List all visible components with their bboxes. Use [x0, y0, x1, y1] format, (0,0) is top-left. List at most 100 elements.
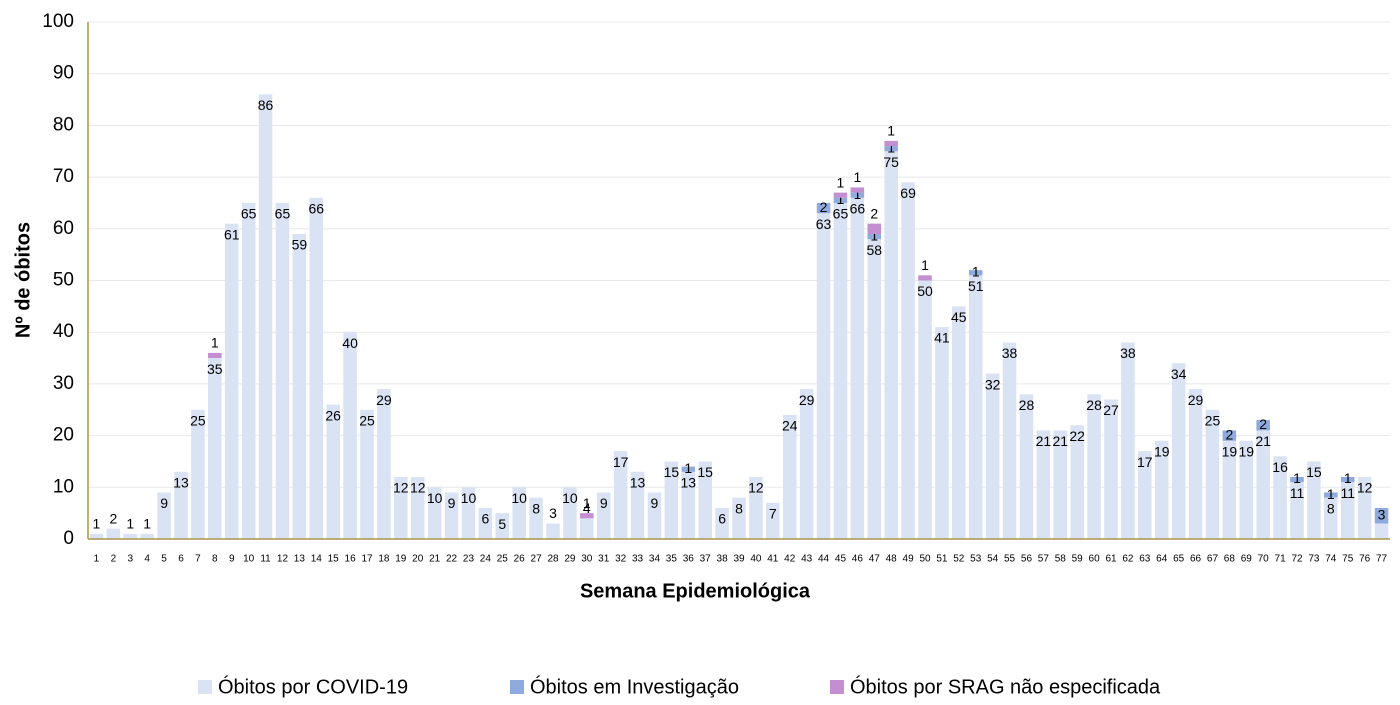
x-tick-label: 47 — [869, 554, 881, 565]
bar-segment — [1324, 492, 1338, 498]
data-label: 21 — [1255, 433, 1271, 449]
bar-segment — [1290, 476, 1304, 483]
bar-segment — [410, 476, 425, 539]
data-label: 12 — [410, 480, 426, 496]
x-tick-label: 6 — [178, 554, 184, 565]
data-label: 28 — [1086, 397, 1102, 413]
bar-segment — [918, 280, 932, 539]
data-label: 1 — [126, 516, 134, 532]
bar-segment — [1087, 394, 1101, 539]
data-label: 19 — [1154, 443, 1170, 459]
data-label: 38 — [1002, 345, 1018, 361]
bar-segment — [850, 187, 865, 193]
x-tick-label: 3 — [127, 554, 133, 565]
x-tick-label: 33 — [632, 554, 644, 565]
data-label: 9 — [600, 495, 608, 511]
data-label: 19 — [1222, 443, 1238, 459]
bar-segment — [833, 192, 848, 198]
data-label: 2 — [1259, 416, 1267, 432]
x-tick-label: 4 — [144, 554, 150, 565]
y-tick-label: 10 — [53, 476, 74, 497]
x-tick-label: 10 — [243, 554, 255, 565]
data-label: 32 — [985, 376, 1001, 392]
data-label: 15 — [664, 464, 680, 480]
bar-segment — [715, 507, 729, 539]
data-label: 58 — [866, 242, 882, 258]
data-label: 10 — [461, 490, 477, 506]
data-label: 86 — [258, 97, 274, 113]
bar-segment — [1357, 476, 1372, 539]
bar-segment — [1104, 399, 1118, 539]
x-tick-label: 68 — [1224, 554, 1236, 565]
data-label: 6 — [718, 511, 726, 527]
data-label: 1 — [583, 495, 591, 511]
data-label: 21 — [1036, 433, 1052, 449]
x-tick-label: 11 — [260, 554, 271, 565]
data-label: 34 — [1171, 366, 1187, 382]
x-tick-label: 60 — [1089, 554, 1101, 565]
data-label: 17 — [613, 454, 629, 470]
data-label: 1 — [93, 516, 101, 532]
bar-segment — [529, 497, 543, 539]
x-tick-label: 17 — [361, 554, 373, 565]
data-label: 12 — [1357, 480, 1373, 496]
bar-segment — [647, 492, 662, 539]
data-label: 25 — [359, 412, 375, 428]
bar-segment — [1307, 461, 1321, 539]
x-tick-label: 31 — [598, 554, 610, 565]
data-label: 1 — [921, 257, 929, 273]
data-label: 9 — [651, 495, 659, 511]
y-tick-label: 90 — [53, 63, 74, 84]
bar-segment — [208, 352, 222, 359]
bar-segment — [799, 389, 814, 539]
bar-segment — [258, 94, 273, 539]
bar-segment — [326, 404, 340, 539]
data-label: 13 — [630, 474, 646, 490]
x-tick-label: 56 — [1021, 554, 1033, 565]
bar-segment — [1188, 389, 1203, 539]
x-tick-label: 76 — [1359, 554, 1371, 565]
x-tick-label: 58 — [1055, 554, 1067, 565]
x-tick-label: 63 — [1139, 554, 1151, 565]
x-tick-label: 45 — [835, 554, 847, 565]
bar-segment — [816, 202, 831, 214]
legend-label: Óbitos por SRAG não especificada — [850, 675, 1161, 698]
x-tick-label: 23 — [463, 554, 475, 565]
x-tick-label: 25 — [497, 554, 509, 565]
x-tick-label: 72 — [1291, 554, 1303, 565]
data-label: 13 — [680, 474, 696, 490]
bar-segment — [1070, 425, 1084, 539]
y-tick-label: 80 — [53, 114, 74, 135]
x-tick-label: 12 — [277, 554, 289, 565]
bar-segment — [630, 471, 645, 539]
data-label: 24 — [782, 418, 798, 434]
x-tick-label: 35 — [666, 554, 678, 565]
data-label: 8 — [532, 500, 540, 516]
bar-segment — [732, 497, 746, 539]
bar-segment — [968, 275, 983, 539]
x-tick-label: 55 — [1004, 554, 1016, 565]
data-label: 65 — [241, 206, 257, 222]
bar-segment — [681, 466, 696, 472]
x-tick-label: 16 — [345, 554, 357, 565]
bar-segment — [1121, 342, 1135, 539]
data-label: 28 — [1019, 397, 1035, 413]
data-label: 4 — [583, 500, 591, 516]
bar-segment — [1222, 430, 1237, 441]
data-label: 10 — [427, 490, 443, 506]
data-label: 2 — [1225, 426, 1233, 442]
bar-segment — [681, 471, 696, 539]
bar-segment — [867, 233, 882, 240]
x-tick-label: 74 — [1325, 554, 1337, 565]
x-tick-label: 52 — [953, 554, 965, 565]
bar-segment — [816, 213, 831, 540]
bar-segment — [89, 533, 104, 539]
x-tick-label: 51 — [936, 554, 948, 565]
bar-segment — [867, 223, 882, 234]
x-tick-label: 8 — [212, 554, 218, 565]
bar-segment — [292, 233, 307, 539]
x-tick-label: 49 — [903, 554, 915, 565]
bar-segment — [833, 202, 848, 539]
bar-segment — [1138, 451, 1152, 539]
